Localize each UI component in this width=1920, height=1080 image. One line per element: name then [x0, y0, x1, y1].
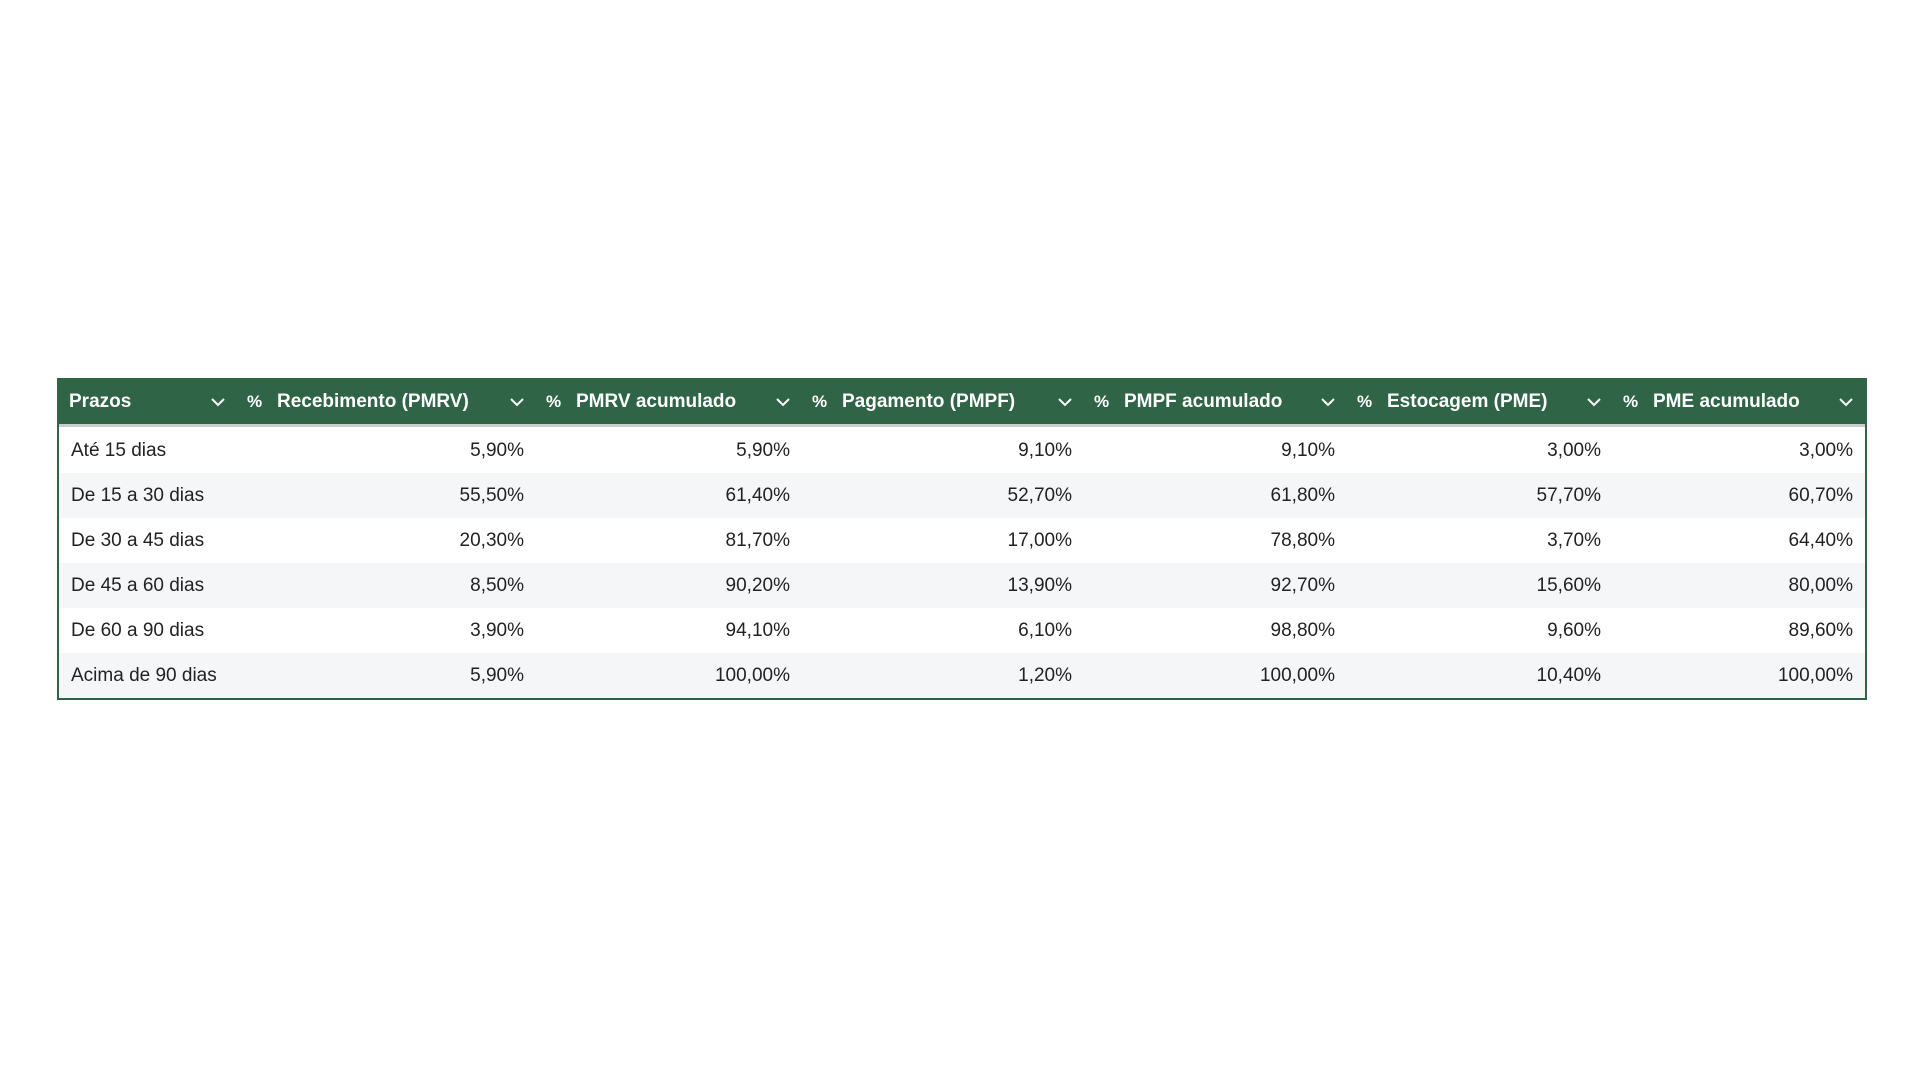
header-content: Prazos [69, 391, 227, 413]
cell-value: 52,70% [802, 473, 1084, 518]
table-row: De 60 a 90 dias 3,90% 94,10% 6,10% 98,80% 9,6… [58, 608, 1866, 653]
sort-dropdown[interactable] [1585, 393, 1603, 411]
cell-value: 78,80% [1270, 529, 1335, 551]
type-icon: % [546, 392, 562, 411]
type-icon: % [812, 392, 828, 411]
column-header: % Pagamento (PMPF) [802, 379, 1084, 424]
header-label: PMRV acumulado [576, 391, 737, 412]
header-content: % Recebimento (PMRV) [247, 391, 526, 413]
cell-value: 6,10% [1018, 619, 1072, 641]
cell-value: 55,50% [237, 473, 536, 518]
table-row: Acima de 90 dias 5,90% 100,00% 1,20% 100,00%… [58, 653, 1866, 699]
header-label: Recebimento (PMRV) [277, 391, 469, 412]
column-header: % PME acumulado [1613, 379, 1866, 424]
cell-value: 9,60% [1547, 619, 1601, 641]
chevron [1321, 398, 1335, 407]
cell-value: 5,90% [470, 439, 524, 461]
cell-value: 10,40% [1347, 653, 1613, 699]
cell-value: 60,70% [1613, 473, 1866, 518]
table-body: Até 15 dias 5,90% 5,90% 9,10% 9,10% 3,00% 3,00… [58, 424, 1866, 699]
chevron [1058, 398, 1072, 407]
header-content: % PMPF acumulado [1094, 391, 1337, 413]
cell-value: 3,00% [1547, 439, 1601, 461]
header-label: Prazos [69, 391, 132, 412]
table-row: De 30 a 45 dias 20,30% 81,70% 17,00% 78,80% 3… [58, 518, 1866, 563]
table-row: Até 15 dias 5,90% 5,90% 9,10% 9,10% 3,00% 3,00… [58, 424, 1866, 473]
type-icon: % [1623, 392, 1639, 411]
row-label: Acima de 90 dias [58, 653, 237, 699]
sort-dropdown[interactable] [1056, 393, 1074, 411]
cell-value: 61,40% [536, 473, 802, 518]
table-container: Prazos% Recebimento (PMRV)% PMRV acumulado… [57, 378, 1867, 700]
row-label: De 45 a 60 dias [58, 563, 237, 608]
header-content: % Estocagem (PME) [1357, 391, 1603, 413]
cell-value: 81,70% [725, 529, 790, 551]
header-label: PMPF acumulado [1124, 391, 1283, 412]
table-row: De 15 a 30 dias 55,50% 61,40% 52,70% 61,80% 5… [58, 473, 1866, 518]
cell-value: 92,70% [1084, 563, 1347, 608]
cell-value: 5,90% [237, 653, 536, 699]
cell-value: 5,90% [736, 439, 790, 461]
cell-value: 15,60% [1347, 563, 1613, 608]
column-header: % PMPF acumulado [1084, 379, 1347, 424]
cell-value: 89,60% [1788, 619, 1853, 641]
column-header: Prazos [58, 379, 237, 424]
chevron [211, 398, 225, 407]
sort-dropdown[interactable] [209, 393, 227, 411]
chevron [1839, 398, 1853, 407]
sort-dropdown[interactable] [1837, 393, 1855, 411]
cell-value: 3,90% [470, 619, 524, 641]
cell-value: 9,10% [1018, 439, 1072, 461]
cell-value: 3,70% [1547, 529, 1601, 551]
cell-value: 20,30% [459, 529, 524, 551]
column-header: % Estocagem (PME) [1347, 379, 1613, 424]
chevron [1587, 398, 1601, 407]
row-label: De 60 a 90 dias [71, 619, 205, 641]
column-header: % Recebimento (PMRV) [237, 379, 536, 424]
header-content: % Pagamento (PMPF) [812, 391, 1074, 413]
cell-value: 100,00% [1613, 653, 1866, 699]
data-table: Prazos% Recebimento (PMRV)% PMRV acumulado… [57, 378, 1867, 700]
header-label: PME acumulado [1653, 391, 1800, 412]
sort-dropdown[interactable] [1319, 393, 1337, 411]
sort-dropdown[interactable] [508, 393, 526, 411]
row-label: De 15 a 30 dias [58, 473, 237, 518]
row-label: Até 15 dias [71, 439, 167, 461]
cell-value: 80,00% [1613, 563, 1866, 608]
cell-value: 94,10% [725, 619, 790, 641]
cell-value: 100,00% [1084, 653, 1347, 699]
cell-value: 17,00% [1007, 529, 1072, 551]
chevron [776, 398, 790, 407]
cell-value: 61,80% [1084, 473, 1347, 518]
cell-value: 1,20% [802, 653, 1084, 699]
cell-value: 13,90% [802, 563, 1084, 608]
sort-dropdown[interactable] [774, 393, 792, 411]
row-label: De 30 a 45 dias [71, 529, 205, 551]
type-icon: % [1357, 392, 1373, 411]
table-row: De 45 a 60 dias 8,50% 90,20% 13,90% 92,70% 15… [58, 563, 1866, 608]
cell-value: 9,10% [1281, 439, 1335, 461]
header-content: % PME acumulado [1623, 391, 1855, 413]
header-row: Prazos% Recebimento (PMRV)% PMRV acumulado… [58, 379, 1866, 424]
cell-value: 90,20% [536, 563, 802, 608]
cell-value: 57,70% [1347, 473, 1613, 518]
cell-value: 98,80% [1270, 619, 1335, 641]
chevron [510, 398, 524, 407]
header-label: Pagamento (PMPF) [842, 391, 1016, 412]
type-icon: % [247, 392, 263, 411]
cell-value: 3,00% [1799, 439, 1853, 461]
cell-value: 64,40% [1788, 529, 1853, 551]
header-label: Estocagem (PME) [1387, 391, 1548, 412]
cell-value: 8,50% [237, 563, 536, 608]
cell-value: 100,00% [536, 653, 802, 699]
type-icon: % [1094, 392, 1110, 411]
column-header: % PMRV acumulado [536, 379, 802, 424]
header-content: % PMRV acumulado [546, 391, 792, 413]
